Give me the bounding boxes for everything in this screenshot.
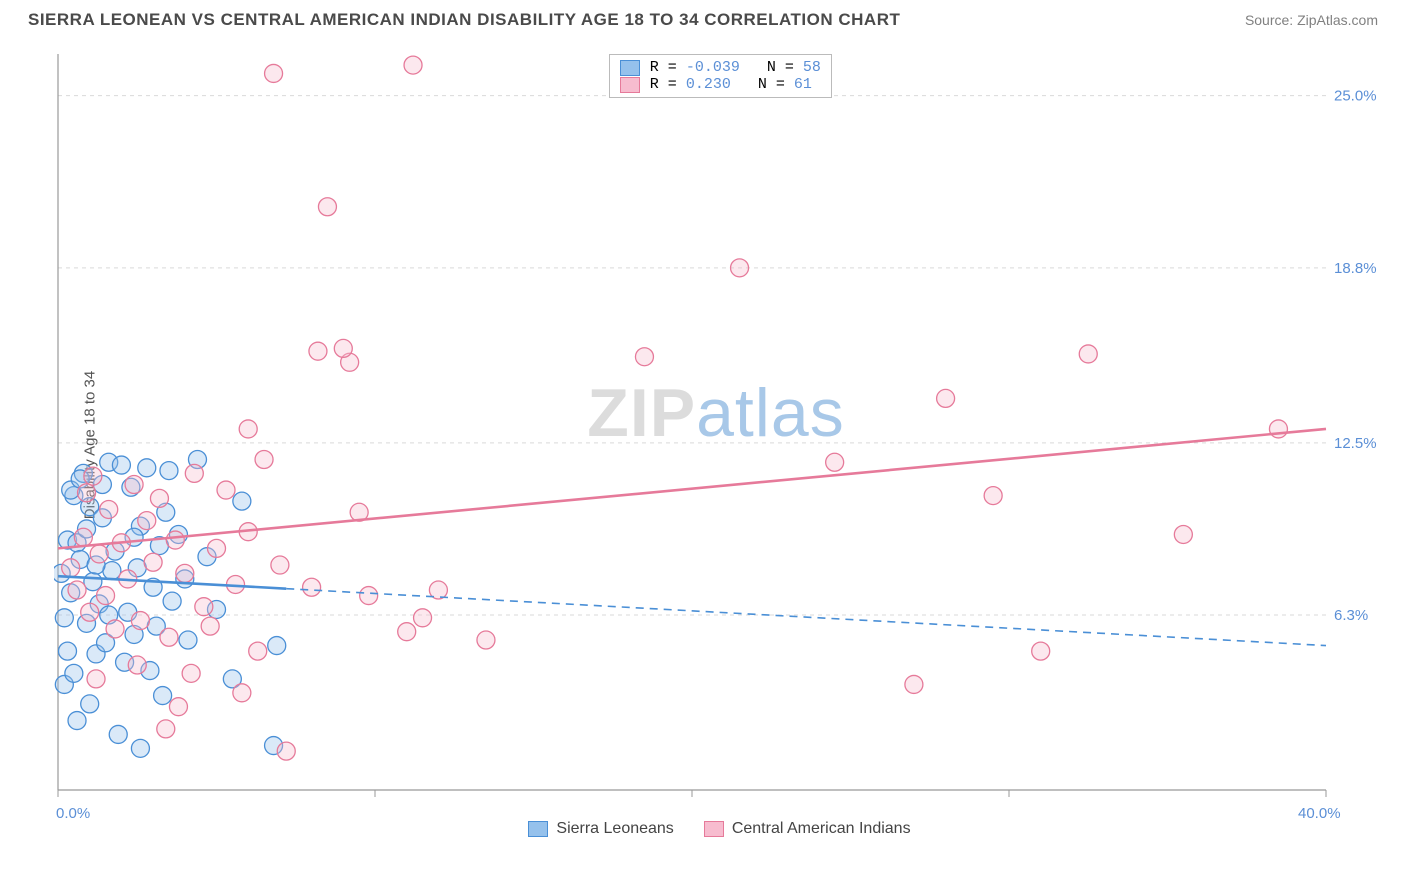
legend-row-sierra: R = -0.039 N = 58: [620, 59, 821, 76]
svg-text:25.0%: 25.0%: [1334, 88, 1377, 105]
swatch-sierra: [528, 821, 548, 837]
svg-text:0.0%: 0.0%: [56, 805, 90, 822]
chart-area: Disability Age 18 to 34 ZIPatlas 6.3%12.…: [46, 50, 1386, 840]
legend-row-central: R = 0.230 N = 61: [620, 76, 821, 93]
scatter-plot: 6.3% 12.5% 18.8% 25.0% 0.0% 40.0%: [54, 50, 1386, 840]
svg-text:12.5%: 12.5%: [1334, 435, 1377, 452]
correlation-legend: R = -0.039 N = 58 R = 0.230 N = 61: [609, 54, 832, 98]
series-label: Sierra Leoneans: [556, 820, 673, 838]
legend-item-sierra: Sierra Leoneans: [528, 820, 673, 838]
svg-text:40.0%: 40.0%: [1298, 805, 1341, 822]
swatch-central: [620, 77, 640, 93]
swatch-sierra: [620, 60, 640, 76]
series-legend: Sierra Leoneans Central American Indians: [528, 820, 910, 838]
swatch-central: [704, 821, 724, 837]
series-label: Central American Indians: [732, 820, 911, 838]
r-label: R = 0.230 N = 61: [650, 76, 812, 93]
svg-text:18.8%: 18.8%: [1334, 260, 1377, 277]
svg-text:6.3%: 6.3%: [1334, 607, 1368, 624]
legend-item-central: Central American Indians: [704, 820, 911, 838]
r-label: R = -0.039 N = 58: [650, 59, 821, 76]
chart-title: SIERRA LEONEAN VS CENTRAL AMERICAN INDIA…: [28, 10, 900, 30]
source-label: Source: ZipAtlas.com: [1245, 12, 1378, 28]
